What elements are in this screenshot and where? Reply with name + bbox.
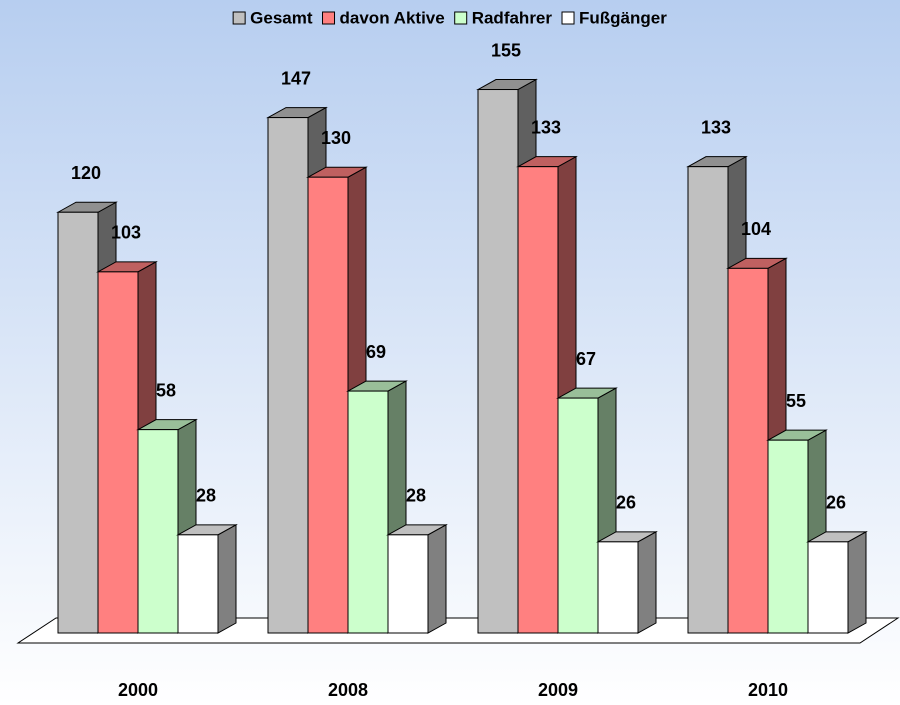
value-label: 55 xyxy=(786,391,806,411)
bar xyxy=(687,166,729,634)
x-tick-label: 2010 xyxy=(748,680,788,700)
bar xyxy=(267,117,309,634)
bar-side xyxy=(637,530,657,634)
bar xyxy=(177,534,219,634)
legend-swatch xyxy=(561,11,575,25)
legend-swatch xyxy=(322,11,336,25)
bar xyxy=(347,390,389,634)
value-label: 133 xyxy=(531,117,561,137)
bar-side xyxy=(847,530,867,634)
bar-side xyxy=(427,523,447,634)
bar-side xyxy=(217,523,237,634)
legend-label: Gesamt xyxy=(250,8,313,27)
bar xyxy=(767,439,809,634)
bar xyxy=(307,176,349,634)
value-label: 26 xyxy=(826,493,846,513)
value-label: 58 xyxy=(156,380,176,400)
value-label: 155 xyxy=(491,40,521,60)
legend-label: Radfahrer xyxy=(472,8,553,27)
floor xyxy=(16,617,900,644)
value-label: 28 xyxy=(196,486,216,506)
value-label: 147 xyxy=(281,68,311,88)
bar xyxy=(557,397,599,634)
x-tick-label: 2009 xyxy=(538,680,578,700)
bar xyxy=(387,534,429,634)
value-label: 69 xyxy=(366,342,386,362)
bar xyxy=(57,211,99,634)
value-label: 103 xyxy=(111,223,141,243)
bar xyxy=(97,271,139,634)
x-tick-label: 2008 xyxy=(328,680,368,700)
legend-label: Fußgänger xyxy=(579,8,667,27)
value-label: 130 xyxy=(321,128,351,148)
bar xyxy=(477,89,519,634)
bar xyxy=(597,541,639,634)
x-tick-label: 2000 xyxy=(118,680,158,700)
legend-label: davon Aktive xyxy=(340,8,445,27)
legend-swatch xyxy=(232,11,246,25)
value-label: 26 xyxy=(616,493,636,513)
value-label: 67 xyxy=(576,349,596,369)
legend-swatch xyxy=(454,11,468,25)
value-label: 120 xyxy=(71,163,101,183)
value-label: 104 xyxy=(741,219,771,239)
value-label: 28 xyxy=(406,486,426,506)
legend: Gesamt davon Aktive Radfahrer Fußgänger xyxy=(232,8,667,27)
bar xyxy=(807,541,849,634)
value-label: 133 xyxy=(701,117,731,137)
bar xyxy=(137,429,179,634)
bar xyxy=(727,267,769,634)
bar xyxy=(517,166,559,634)
